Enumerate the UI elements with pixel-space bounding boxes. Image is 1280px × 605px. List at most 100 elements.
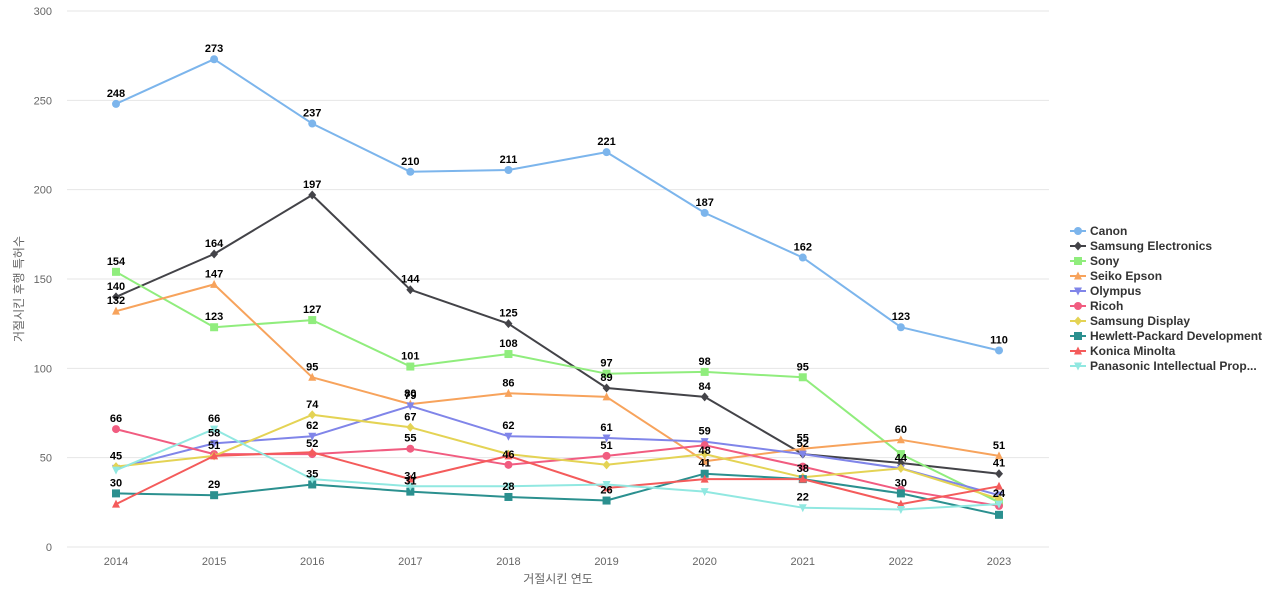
data-point [210, 55, 219, 64]
data-label: 95 [306, 361, 318, 373]
data-label: 162 [794, 242, 812, 254]
data-point [210, 491, 219, 500]
data-point [798, 462, 807, 471]
data-point [406, 422, 415, 432]
data-labels: 248 273 237 210 211 221 187 162 123 110 140 164 197 1… [107, 43, 1008, 503]
legend-label: Olympus [1090, 284, 1142, 298]
data-point [896, 323, 905, 332]
x-tick-label: 2017 [398, 556, 422, 568]
legend-item-hewlett-packard-development[interactable]: Hewlett-Packard Development [1070, 329, 1262, 343]
series-line [115, 472, 1000, 516]
y-tick-label: 300 [34, 6, 52, 18]
data-label: 44 [895, 452, 908, 464]
data-label: 55 [404, 433, 416, 445]
y-axis-title: 거절시킨 후행 특허수 [11, 236, 26, 342]
legend-item-konica-minolta[interactable]: Konica Minolta [1070, 344, 1176, 358]
data-point [406, 487, 415, 496]
x-tick-label: 2014 [104, 556, 128, 568]
data-point [700, 441, 709, 450]
data-point [504, 432, 513, 441]
data-point [995, 500, 1003, 509]
data-point [798, 373, 807, 382]
data-point [798, 450, 807, 459]
data-point [504, 451, 513, 460]
data-label: 67 [404, 411, 416, 423]
data-point [602, 434, 611, 443]
series-panasonic-intellectual-prop [112, 425, 1003, 514]
x-tick-label: 2022 [889, 556, 913, 568]
legend-item-olympus[interactable]: Olympus [1070, 284, 1142, 298]
legend-item-samsung-display[interactable]: Samsung Display [1070, 314, 1190, 328]
legend-marker [1074, 257, 1082, 265]
data-point [700, 367, 709, 376]
data-point [308, 119, 317, 128]
legend-item-samsung-electronics[interactable]: Samsung Electronics [1070, 239, 1212, 253]
legend-label: Samsung Display [1090, 314, 1190, 328]
data-label: 123 [205, 311, 223, 323]
y-tick-label: 0 [46, 542, 52, 554]
data-label: 144 [401, 274, 420, 286]
data-point [210, 425, 219, 434]
legend-marker [1074, 332, 1082, 340]
data-label: 66 [110, 413, 122, 425]
data-point [112, 292, 120, 302]
series-line [115, 413, 1000, 500]
legend-item-canon[interactable]: Canon [1070, 224, 1127, 238]
x-tick-label: 2023 [987, 556, 1011, 568]
series-lines [112, 55, 1003, 519]
data-point [210, 439, 219, 448]
data-point [995, 469, 1003, 479]
data-label: 89 [600, 372, 612, 384]
data-point [700, 469, 709, 478]
data-point [406, 444, 415, 453]
data-point [112, 267, 120, 276]
data-label: 66 [208, 413, 220, 425]
data-label: 110 [990, 334, 1008, 346]
data-point [995, 451, 1003, 460]
data-label: 210 [401, 156, 419, 168]
data-label: 98 [699, 356, 711, 368]
data-label: 127 [303, 304, 321, 316]
data-label: 51 [993, 440, 1005, 452]
data-label: 51 [600, 440, 612, 452]
grid [67, 10, 1049, 548]
data-point [112, 499, 120, 508]
data-point [995, 510, 1003, 519]
legend-item-panasonic-intellectual-prop[interactable]: Panasonic Intellectual Prop... [1070, 359, 1257, 373]
data-point [602, 451, 611, 460]
data-label: 62 [306, 420, 318, 432]
legend-marker [1074, 316, 1082, 326]
data-point [406, 285, 415, 295]
data-point [406, 167, 415, 176]
legend-label: Hewlett-Packard Development [1090, 329, 1262, 343]
data-point [112, 466, 120, 475]
series-samsung-electronics [112, 190, 1003, 479]
data-point [308, 480, 317, 489]
legend-marker [1074, 271, 1082, 280]
data-label: 52 [306, 438, 318, 450]
legend-item-ricoh[interactable]: Ricoh [1070, 299, 1123, 313]
legend-item-sony[interactable]: Sony [1070, 254, 1120, 268]
legend-label: Canon [1090, 224, 1127, 238]
legend-label: Konica Minolta [1090, 344, 1176, 358]
legend-item-seiko-epson[interactable]: Seiko Epson [1070, 269, 1162, 283]
data-label: 29 [208, 479, 220, 491]
data-point [210, 451, 219, 460]
data-point [700, 449, 709, 459]
data-point [504, 388, 513, 397]
data-point [896, 435, 905, 444]
series-hewlett-packard-development [112, 469, 1003, 519]
data-label: 30 [110, 477, 122, 489]
data-point [112, 425, 120, 434]
data-label: 59 [699, 426, 711, 438]
legend-label: Samsung Electronics [1090, 239, 1212, 253]
data-label: 154 [107, 256, 126, 268]
data-label: 62 [502, 420, 514, 432]
y-tick-label: 250 [34, 95, 52, 107]
legend-marker [1074, 362, 1082, 371]
data-label: 273 [205, 43, 223, 55]
legend-marker [1074, 302, 1082, 310]
